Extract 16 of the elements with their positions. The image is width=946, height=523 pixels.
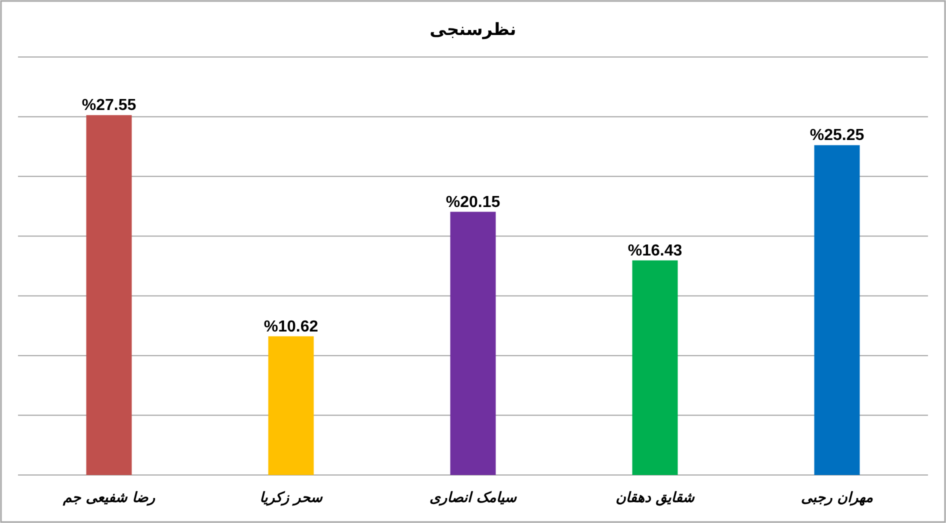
- data-label: %20.15: [446, 194, 500, 211]
- bar: [814, 145, 860, 475]
- data-label: %25.25: [810, 127, 864, 144]
- x-tick-label: رضا شفیعی جم: [62, 490, 156, 506]
- bar: [268, 336, 314, 475]
- bar: [632, 260, 678, 475]
- data-label: %16.43: [628, 242, 682, 260]
- x-tick-label: سیامک انصاری: [429, 490, 518, 506]
- bar: [86, 115, 132, 475]
- x-tick-label: سحر زکریا: [260, 490, 324, 506]
- bar: [450, 212, 496, 475]
- x-tick-label: مهران رجبی: [800, 490, 874, 506]
- data-label: %27.55: [82, 97, 136, 114]
- chart-title: نظرسنجی: [430, 20, 516, 40]
- data-label: %10.62: [264, 318, 318, 336]
- x-tick-label: شقایق دهقان: [616, 490, 696, 506]
